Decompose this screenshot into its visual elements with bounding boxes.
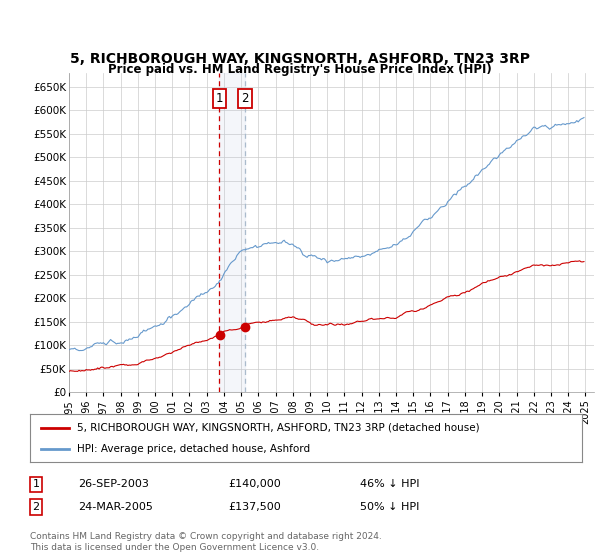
Text: £140,000: £140,000	[228, 479, 281, 489]
Text: 26-SEP-2003: 26-SEP-2003	[78, 479, 149, 489]
Text: Contains HM Land Registry data © Crown copyright and database right 2024.
This d: Contains HM Land Registry data © Crown c…	[30, 532, 382, 552]
Text: 1: 1	[32, 479, 40, 489]
Text: 5, RICHBOROUGH WAY, KINGSNORTH, ASHFORD, TN23 3RP (detached house): 5, RICHBOROUGH WAY, KINGSNORTH, ASHFORD,…	[77, 423, 479, 433]
Bar	[220, 73, 245, 392]
Text: 46% ↓ HPI: 46% ↓ HPI	[360, 479, 419, 489]
Text: Price paid vs. HM Land Registry's House Price Index (HPI): Price paid vs. HM Land Registry's House …	[108, 63, 492, 77]
Text: HPI: Average price, detached house, Ashford: HPI: Average price, detached house, Ashf…	[77, 444, 310, 454]
Text: 24-MAR-2005: 24-MAR-2005	[78, 502, 153, 512]
Text: £137,500: £137,500	[228, 502, 281, 512]
Text: 50% ↓ HPI: 50% ↓ HPI	[360, 502, 419, 512]
Text: 2: 2	[32, 502, 40, 512]
Text: 5, RICHBOROUGH WAY, KINGSNORTH, ASHFORD, TN23 3RP: 5, RICHBOROUGH WAY, KINGSNORTH, ASHFORD,…	[70, 52, 530, 66]
Text: 1: 1	[215, 92, 223, 105]
Text: 2: 2	[241, 92, 249, 105]
